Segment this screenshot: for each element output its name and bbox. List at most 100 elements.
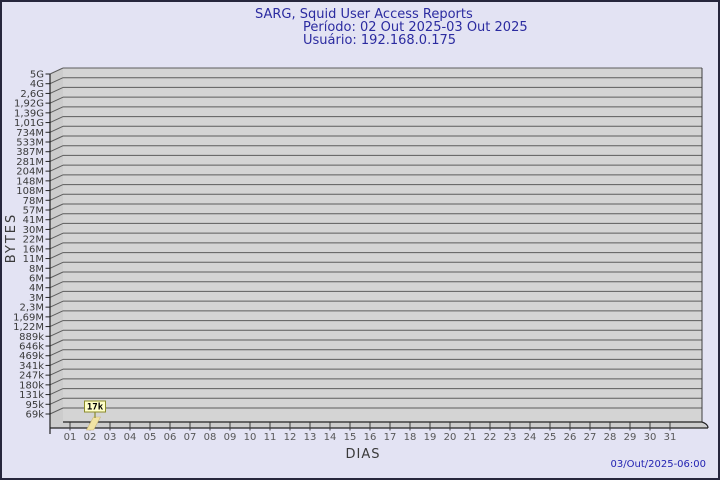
y-tick-label: 469k: [19, 351, 44, 362]
gridline-side: [49, 290, 64, 298]
gridline-side: [49, 271, 64, 279]
y-tick-label: 281M: [16, 157, 44, 168]
gridline-side: [49, 145, 64, 153]
gridline-side: [49, 368, 64, 376]
x-tick-label: 12: [284, 432, 297, 443]
gridline-side: [49, 67, 64, 75]
x-tick-label: 08: [204, 432, 217, 443]
gridline-side: [49, 125, 64, 133]
gridline-side: [49, 252, 64, 260]
y-tick-label: 2,6G: [20, 89, 44, 100]
x-tick-label: 30: [644, 432, 657, 443]
gridline-side: [49, 96, 64, 104]
x-tick-label: 11: [264, 432, 277, 443]
y-tick-label: 148M: [16, 176, 44, 187]
y-tick-label: 734M: [16, 128, 44, 139]
gridline-side: [49, 154, 64, 162]
generation-timestamp: 03/Out/2025-06:00: [610, 459, 706, 470]
plot-area: [63, 68, 702, 422]
bar-value-label: 17k: [87, 403, 104, 413]
y-tick-label: 180k: [19, 380, 44, 391]
gridline-side: [49, 281, 64, 289]
corner-curve: [701, 421, 709, 429]
report-period: Período: 02 Out 2025-03 Out 2025: [303, 20, 528, 35]
report-user: Usuário: 192.168.0.175: [303, 33, 457, 48]
gridline-side: [49, 213, 64, 221]
y-tick-label: 11M: [23, 254, 44, 265]
y-tick-label: 22M: [23, 235, 44, 246]
x-tick-label: 26: [564, 432, 577, 443]
x-tick-label: 25: [544, 432, 557, 443]
gridline-side: [49, 86, 64, 94]
y-tick-label: 78M: [23, 196, 44, 207]
gridline-side: [49, 310, 64, 318]
y-tick-label: 57M: [23, 206, 44, 217]
y-tick-label: 646k: [19, 342, 44, 353]
y-tick-label: 1,01G: [14, 118, 44, 129]
gridline-side: [49, 378, 64, 386]
y-axis-title: BYTES: [4, 213, 19, 264]
y-tick-label: 95k: [25, 400, 44, 411]
gridline-side: [49, 300, 64, 308]
y-tick-label: 131k: [19, 390, 44, 401]
gridline-side: [49, 349, 64, 357]
x-tick-label: 13: [304, 432, 317, 443]
x-tick-label: 09: [224, 432, 237, 443]
x-tick-label: 28: [604, 432, 617, 443]
x-tick-label: 31: [664, 432, 677, 443]
x-tick-label: 20: [444, 432, 457, 443]
y-tick-label: 8M: [29, 264, 44, 275]
y-tick-label: 16M: [23, 244, 44, 255]
gridline-side: [49, 203, 64, 211]
y-tick-label: 108M: [16, 186, 44, 197]
x-tick-label: 23: [504, 432, 517, 443]
x-tick-label: 19: [424, 432, 437, 443]
gridline-side: [49, 193, 64, 201]
x-tick-label: 17: [384, 432, 397, 443]
y-tick-label: 41M: [23, 215, 44, 226]
y-tick-label: 341k: [19, 361, 44, 372]
gridline-side: [49, 407, 64, 415]
y-tick-label: 3M: [29, 293, 44, 304]
y-tick-label: 1,39G: [14, 108, 44, 119]
gridline-side: [49, 232, 64, 240]
gridline-side: [49, 329, 64, 337]
y-tick-label: 6M: [29, 274, 44, 285]
x-tick-label: 03: [104, 432, 117, 443]
gridline-side: [49, 388, 64, 396]
x-tick-label: 01: [64, 432, 77, 443]
gridline-side: [49, 135, 64, 143]
y-tick-label: 889k: [19, 332, 44, 343]
x-tick-label: 29: [624, 432, 637, 443]
y-tick-label: 4G: [30, 79, 44, 90]
gridline-side: [49, 106, 64, 114]
x-tick-label: 16: [364, 432, 377, 443]
plot-floor: [50, 422, 708, 428]
x-tick-label: 04: [124, 432, 137, 443]
y-tick-label: 30M: [23, 225, 44, 236]
x-tick-label: 27: [584, 432, 597, 443]
x-tick-label: 10: [244, 432, 257, 443]
gridline-side: [49, 261, 64, 269]
x-axis-title: DIAS: [346, 447, 381, 462]
gridline-side: [49, 397, 64, 405]
y-tick-label: 1,22M: [13, 322, 44, 333]
y-tick-label: 69k: [25, 410, 44, 421]
gridline-side: [49, 164, 64, 172]
gridline-side: [49, 116, 64, 124]
x-tick-label: 21: [464, 432, 477, 443]
report-title: SARG, Squid User Access Reports: [255, 7, 473, 22]
gridline-side: [49, 184, 64, 192]
y-tick-label: 247k: [19, 371, 44, 382]
bar-value-flag: [84, 400, 106, 413]
gridline-side: [49, 77, 64, 85]
gridline-side: [49, 222, 64, 230]
plot-side-wall: [50, 68, 63, 428]
y-tick-label: 1,92G: [14, 99, 44, 110]
x-tick-label: 07: [184, 432, 197, 443]
x-tick-label: 18: [404, 432, 417, 443]
x-tick-label: 22: [484, 432, 497, 443]
y-tick-label: 387M: [16, 147, 44, 158]
